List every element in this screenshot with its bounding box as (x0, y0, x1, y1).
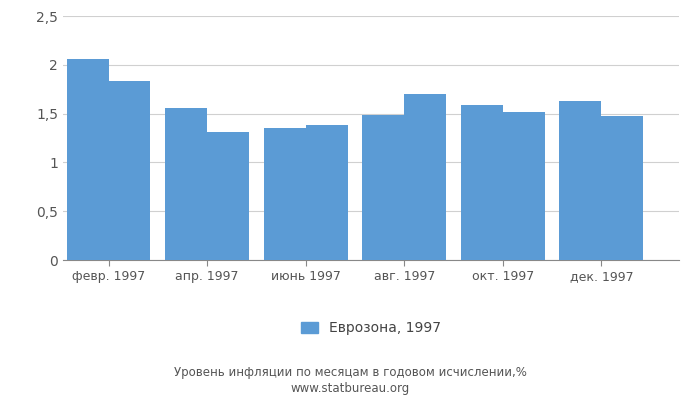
Bar (405, 94, 446, 260)
Bar (559, 101, 601, 260)
Bar (306, 125, 348, 260)
Bar (264, 128, 306, 260)
Bar (108, 81, 150, 260)
Legend: Еврозона, 1997: Еврозона, 1997 (295, 316, 447, 341)
Bar (66, 59, 108, 260)
Text: www.statbureau.org: www.statbureau.org (290, 382, 410, 395)
Bar (503, 112, 545, 260)
Bar (601, 116, 643, 260)
Text: Уровень инфляции по месяцам в годовом исчислении,%: Уровень инфляции по месяцам в годовом ис… (174, 366, 526, 379)
Bar (165, 108, 207, 260)
Bar (461, 105, 503, 260)
Bar (207, 132, 249, 260)
Bar (363, 114, 405, 260)
